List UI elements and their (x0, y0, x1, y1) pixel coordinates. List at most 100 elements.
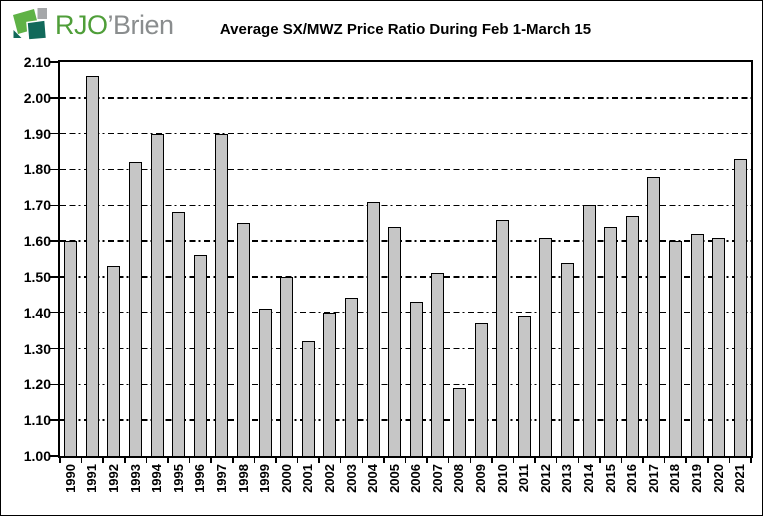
x-tick-0 (59, 456, 61, 463)
bar-2001 (301, 341, 315, 456)
x-tick-32 (750, 456, 752, 463)
y-axis-label-1.80: 1.80 (23, 161, 51, 178)
gridline-1.70 (60, 204, 751, 207)
y-tick-2.10 (50, 61, 59, 63)
x-tick-7 (210, 456, 212, 463)
logo-text-brien: ’Brien (107, 10, 175, 40)
x-tick-14 (361, 456, 364, 463)
x-tick-29 (685, 456, 687, 463)
y-tick-1.70 (50, 204, 59, 207)
x-tick-9 (253, 456, 256, 463)
y-axis-label-1.40: 1.40 (23, 304, 51, 321)
x-tick-31 (728, 456, 731, 463)
x-tick-17 (426, 456, 428, 463)
x-tick-11 (296, 456, 299, 463)
x-tick-24 (577, 456, 579, 463)
x-axis-label-1998: 1998 (235, 464, 251, 493)
x-tick-21 (512, 456, 515, 463)
x-tick-28 (663, 456, 666, 463)
y-tick-1.90 (50, 132, 59, 135)
bar-2002 (323, 312, 337, 456)
x-axis-label-2002: 2002 (321, 464, 337, 493)
x-axis-label-1996: 1996 (192, 464, 208, 493)
bar-2016 (625, 216, 639, 456)
bar-2017 (647, 176, 661, 456)
bar-1999 (258, 309, 272, 456)
bar-1998 (237, 223, 251, 456)
x-axis-label-2007: 2007 (429, 464, 445, 493)
x-axis-label-2008: 2008 (451, 464, 467, 493)
bar-2006 (409, 301, 423, 456)
x-tick-13 (339, 456, 342, 463)
x-tick-12 (318, 456, 320, 463)
x-tick-26 (620, 456, 623, 463)
x-axis-label-2020: 2020 (710, 464, 726, 493)
x-tick-16 (404, 456, 407, 463)
y-axis-label-1.00: 1.00 (23, 448, 51, 464)
y-axis-label-1.90: 1.90 (23, 125, 51, 142)
x-axis-label-2019: 2019 (689, 464, 705, 493)
y-axis-label-2.10: 2.10 (23, 54, 51, 70)
x-tick-2 (102, 456, 104, 463)
bar-2010 (496, 219, 510, 456)
x-tick-20 (491, 456, 493, 463)
gridline-1.30 (60, 347, 751, 350)
chart-title: Average SX/MWZ Price Ratio During Feb 1-… (219, 21, 592, 38)
rjo-brien-logo: RJO’Brien (11, 7, 174, 43)
x-axis-label-2011: 2011 (516, 464, 532, 493)
x-tick-18 (447, 456, 450, 463)
y-axis-label-1.30: 1.30 (23, 340, 51, 357)
x-axis-label-2000: 2000 (278, 464, 294, 493)
x-tick-22 (534, 456, 536, 463)
x-axis-label-2021: 2021 (732, 464, 748, 493)
bar-2011 (517, 316, 531, 456)
y-tick-2.00 (50, 97, 59, 99)
x-axis-label-2017: 2017 (645, 464, 661, 493)
bar-2020 (712, 237, 726, 456)
bar-1994 (150, 133, 164, 456)
x-axis-label-1992: 1992 (105, 464, 121, 493)
bar-2000 (280, 276, 294, 456)
x-tick-27 (642, 456, 644, 463)
x-tick-6 (188, 456, 191, 463)
bar-2003 (345, 298, 359, 456)
x-axis-label-2015: 2015 (602, 464, 618, 493)
x-tick-19 (469, 456, 472, 463)
bar-2021 (733, 158, 747, 456)
x-axis-label-1991: 1991 (84, 464, 100, 493)
bar-2012 (539, 237, 553, 456)
x-axis-label-2014: 2014 (581, 464, 597, 493)
x-tick-5 (167, 456, 169, 463)
x-axis-label-1990: 1990 (62, 464, 78, 493)
x-axis-label-1995: 1995 (170, 464, 186, 493)
bar-1992 (107, 266, 121, 456)
bar-2007 (431, 273, 445, 456)
y-tick-1.20 (50, 383, 59, 386)
x-axis-label-1997: 1997 (213, 464, 229, 493)
x-axis-label-1994: 1994 (149, 464, 165, 493)
plot-area (58, 60, 753, 458)
x-axis-label-2010: 2010 (494, 464, 510, 493)
bar-1995 (172, 212, 186, 456)
bar-2013 (560, 262, 574, 456)
y-axis-label-1.50: 1.50 (23, 268, 51, 285)
x-tick-4 (145, 456, 148, 463)
x-axis-label-2003: 2003 (343, 464, 359, 493)
x-tick-23 (555, 456, 558, 463)
x-axis-label-2005: 2005 (386, 464, 402, 493)
y-tick-1.10 (50, 419, 59, 421)
x-axis-label-1993: 1993 (127, 464, 143, 493)
x-tick-8 (232, 456, 234, 463)
bar-2004 (366, 201, 380, 456)
gridline-1.90 (60, 132, 751, 135)
y-tick-1.50 (50, 276, 59, 278)
bar-2009 (474, 323, 488, 456)
x-tick-10 (275, 456, 277, 463)
x-tick-25 (599, 456, 601, 463)
y-tick-1.80 (50, 168, 59, 171)
bar-2018 (668, 241, 682, 456)
bar-2005 (388, 226, 402, 456)
y-tick-1.60 (50, 240, 59, 242)
x-tick-30 (707, 456, 709, 463)
